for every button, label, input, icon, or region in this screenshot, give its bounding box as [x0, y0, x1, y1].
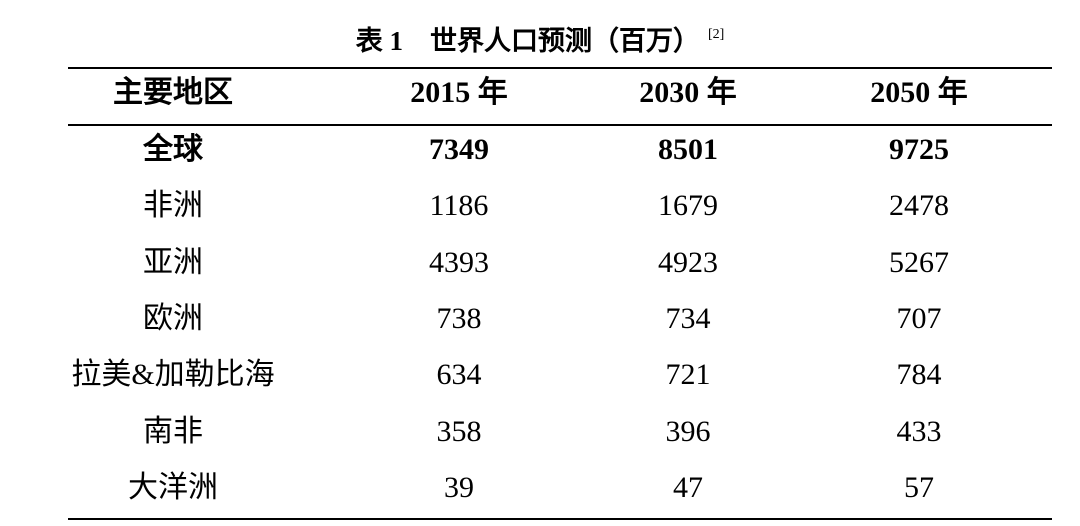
header-cell: 主要地区 — [113, 76, 233, 109]
region-cell: 欧洲 — [143, 301, 203, 335]
value-cell: 433 — [896, 414, 942, 448]
value-cell: 7349 — [429, 133, 489, 166]
value-cell: 707 — [896, 301, 942, 335]
header-cell: 2015 年 — [410, 76, 508, 109]
value-cell: 5267 — [889, 245, 949, 279]
value-cell: 2478 — [889, 189, 949, 223]
value-cell: 734 — [665, 301, 711, 335]
title-note: [2] — [707, 27, 725, 42]
value-cell: 57 — [904, 470, 934, 504]
value-cell: 9725 — [889, 133, 949, 166]
value-cell: 721 — [665, 358, 711, 392]
value-cell: 39 — [444, 470, 474, 504]
value-cell: 738 — [436, 301, 482, 335]
value-cell: 1679 — [658, 189, 718, 223]
region-cell: 亚洲 — [143, 245, 203, 279]
value-cell: 4923 — [658, 245, 718, 279]
value-cell: 47 — [673, 470, 703, 504]
region-cell: 大洋洲 — [128, 470, 218, 504]
value-cell: 358 — [436, 414, 482, 448]
region-cell: 南非 — [143, 414, 203, 448]
header-rule — [68, 124, 1052, 126]
region-cell: 拉美&加勒比海 — [71, 358, 275, 392]
value-cell: 396 — [665, 414, 711, 448]
value-cell: 1186 — [429, 189, 489, 223]
header-cell: 2050 年 — [870, 76, 968, 109]
value-cell: 4393 — [429, 245, 489, 279]
table-title: 表 1 世界人口预测（百万） [2] — [0, 15, 1080, 61]
header-cell: 2030 年 — [639, 76, 737, 109]
title-text: 表 1 世界人口预测（百万） — [355, 26, 700, 56]
region-cell: 非洲 — [143, 189, 203, 223]
region-cell: 全球 — [143, 133, 203, 166]
value-cell: 634 — [436, 358, 482, 392]
top-rule — [68, 67, 1052, 69]
value-cell: 8501 — [658, 133, 718, 166]
bottom-rule — [68, 518, 1052, 520]
value-cell: 784 — [896, 358, 942, 392]
